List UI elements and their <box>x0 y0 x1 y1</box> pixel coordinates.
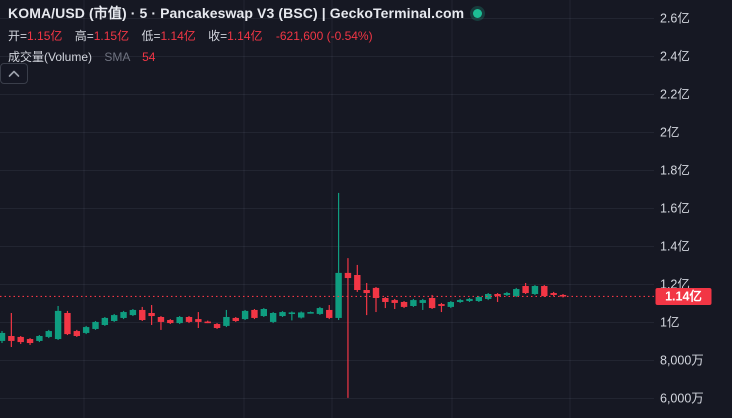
candle-down <box>354 264 361 292</box>
candle-up <box>456 298 464 303</box>
candle-down <box>139 306 146 321</box>
chart-legend: KOMA/USD (市值) · 5 · Pancakeswap V3 (BSC)… <box>8 4 483 64</box>
ohlc-high: 高=1.15亿 <box>74 29 130 43</box>
candle-down <box>428 294 436 310</box>
candle-up <box>466 297 473 302</box>
candle-up <box>0 331 6 344</box>
candle-down <box>391 298 398 310</box>
candle-up <box>176 316 183 325</box>
y-axis-label: 1.2亿 <box>660 277 690 292</box>
candle-up <box>513 287 520 298</box>
candle-up <box>36 335 43 343</box>
candle-down <box>494 293 501 302</box>
candle-up <box>447 301 454 309</box>
candle-down <box>204 320 211 324</box>
ohlc-open: 开=1.15亿 <box>8 29 63 43</box>
candle-down <box>26 338 34 345</box>
title-row: KOMA/USD (市值) · 5 · Pancakeswap V3 (BSC)… <box>8 4 483 22</box>
collapse-pane-button[interactable] <box>0 63 28 84</box>
candle-up <box>307 311 314 314</box>
price-change: -621,600 (-0.54%) <box>275 29 373 43</box>
candle-up <box>92 320 99 330</box>
ohlc-legend: 开=1.15亿 高=1.15亿 低=1.14亿 收=1.14亿 -621,600… <box>8 27 482 43</box>
candle-up <box>129 309 137 317</box>
candle-down <box>185 316 193 324</box>
sma-value: 54 <box>142 50 156 64</box>
candle-down <box>372 286 380 313</box>
volume-label: 成交量(Volume) <box>8 50 93 64</box>
candle-down <box>232 316 239 322</box>
y-axis-label: 2亿 <box>660 125 679 140</box>
candle-down <box>251 309 258 320</box>
y-axis-label: 8,000万 <box>660 354 704 368</box>
candle-up <box>269 312 277 324</box>
candle-down <box>344 258 352 398</box>
candle-down <box>438 302 445 313</box>
candle-down <box>550 291 557 297</box>
candle-down <box>8 313 15 348</box>
candle-down <box>195 312 202 329</box>
candle-up <box>45 329 52 339</box>
candle-up <box>120 310 127 320</box>
volume-legend: 成交量(Volume) SMA 54 <box>8 48 482 64</box>
candle-up <box>82 325 90 335</box>
candle-down <box>541 285 548 298</box>
last-price-badge-label: 1.14亿 <box>665 289 702 304</box>
y-axis-label: 2.6亿 <box>660 11 690 26</box>
y-axis-label: 1.4亿 <box>660 239 690 254</box>
candle-up <box>475 296 483 302</box>
candle-up <box>241 309 249 321</box>
candle-down <box>363 282 370 316</box>
chart-title: KOMA/USD (市值) · 5 · Pancakeswap V3 (BSC)… <box>8 5 465 21</box>
candle-up <box>101 316 109 326</box>
candle-up <box>410 298 417 307</box>
candle-up <box>419 298 426 310</box>
candle-up <box>111 313 118 322</box>
last-price-badge <box>655 287 712 305</box>
ohlc-close: 收=1.14亿 <box>208 29 263 43</box>
candle-up <box>531 285 539 295</box>
candle-down <box>522 282 529 294</box>
candle-up <box>485 293 492 301</box>
candle-up <box>335 192 342 321</box>
candle-down <box>400 301 408 309</box>
candle-up <box>54 305 62 340</box>
y-axis-label: 2.2亿 <box>660 87 690 102</box>
y-axis-label: 6,000万 <box>660 392 704 406</box>
candle-up <box>298 311 305 319</box>
status-dot-icon <box>473 9 483 18</box>
ohlc-low: 低=1.14亿 <box>141 29 196 43</box>
chevron-up-icon <box>8 70 20 77</box>
candle-up <box>260 308 267 317</box>
candle-down <box>213 323 221 329</box>
candle-down <box>157 316 165 330</box>
candle-up <box>316 306 324 315</box>
candle-up <box>223 309 230 328</box>
candle-down <box>73 329 80 337</box>
y-axis-label: 2.4亿 <box>660 49 690 64</box>
candle-up <box>279 311 286 317</box>
y-axis-label: 1亿 <box>660 315 679 330</box>
y-axis-label: 1.8亿 <box>660 163 690 178</box>
candle-down <box>382 297 389 309</box>
candle-down <box>64 310 71 336</box>
candle-down <box>148 305 155 325</box>
y-axis-label: 1.6亿 <box>660 201 690 216</box>
candle-up <box>503 291 511 297</box>
candlestick-series <box>0 192 567 398</box>
sma-label: SMA <box>104 50 130 64</box>
candle-down <box>167 319 174 325</box>
candle-down <box>326 305 333 320</box>
candle-down <box>17 335 24 344</box>
candle-up <box>288 311 296 321</box>
